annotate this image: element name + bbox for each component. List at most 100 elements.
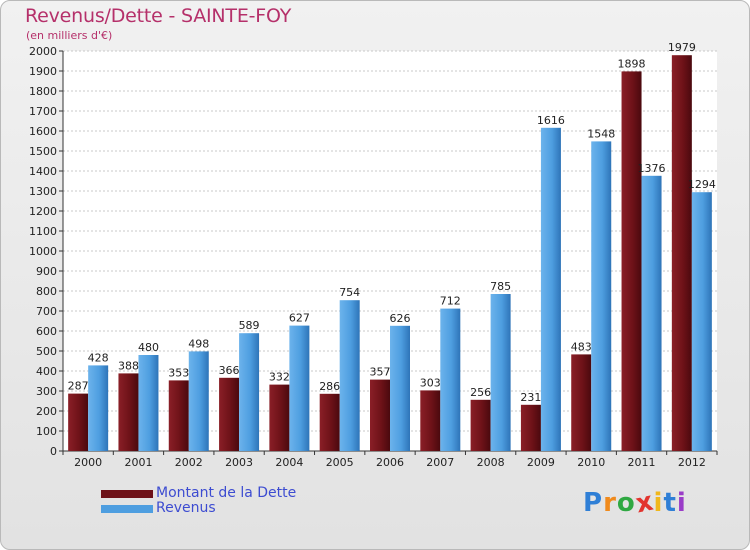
bar-dette: [520, 404, 541, 451]
data-label-revenus: 1294: [688, 178, 716, 191]
y-tick-label: 1300: [29, 185, 57, 198]
bar-revenus: [390, 325, 410, 451]
data-label-revenus: 1548: [587, 127, 615, 140]
proxiti-logo: Proxiti: [583, 486, 687, 519]
data-label-dette: 357: [370, 366, 391, 379]
data-label-dette: 303: [420, 376, 441, 389]
legend-label-revenus: Revenus: [156, 500, 216, 516]
y-tick-label: 1000: [29, 245, 57, 258]
data-label-dette: 483: [571, 340, 592, 353]
y-tick-label: 1500: [29, 145, 57, 158]
y-tick-label: 1800: [29, 85, 57, 98]
y-tick-label: 1700: [29, 105, 57, 118]
bar-dette: [621, 71, 642, 452]
logo-letter: t: [663, 488, 677, 518]
bar-revenus: [691, 192, 712, 451]
bar-dette: [269, 384, 290, 451]
data-label-dette: 231: [520, 391, 541, 404]
data-label-dette: 366: [219, 364, 240, 377]
logo-letter: o: [616, 488, 636, 518]
x-tick-label: 2007: [426, 456, 454, 469]
bar-revenus: [540, 127, 561, 452]
x-tick-label: 2004: [275, 456, 303, 469]
y-tick-label: 1900: [29, 65, 57, 78]
bar-dette: [470, 399, 491, 451]
x-tick-label: 2009: [527, 456, 555, 469]
x-tick-label: 2012: [678, 456, 706, 469]
data-label-revenus: 428: [88, 351, 109, 364]
bar-dette: [118, 373, 139, 451]
data-label-dette: 353: [168, 366, 189, 379]
logo-letter: r: [603, 488, 617, 518]
bar-revenus: [239, 333, 260, 451]
y-tick-label: 1600: [29, 125, 57, 138]
bar-dette: [671, 55, 692, 451]
data-label-dette: 388: [118, 359, 139, 372]
data-label-revenus: 589: [239, 319, 260, 332]
bar-revenus: [490, 294, 511, 451]
bar-revenus: [88, 365, 109, 451]
bar-revenus: [641, 175, 662, 452]
data-label-revenus: 754: [339, 286, 360, 299]
data-label-dette: 1979: [668, 41, 696, 54]
bar-dette: [219, 377, 240, 451]
data-label-revenus: 785: [490, 280, 511, 293]
data-label-revenus: 712: [440, 295, 461, 308]
data-label-revenus: 1376: [638, 162, 666, 175]
chart-subtitle: (en milliers d'€): [26, 29, 113, 42]
y-tick-label: 200: [36, 405, 57, 418]
y-tick-label: 1200: [29, 205, 57, 218]
data-label-dette: 286: [319, 380, 340, 393]
y-tick-label: 500: [36, 345, 57, 358]
logo-letter: i: [653, 488, 664, 518]
y-tick-label: 600: [36, 325, 57, 338]
x-tick-label: 2001: [124, 456, 152, 469]
y-tick-label: 900: [36, 265, 57, 278]
data-label-dette: 287: [68, 380, 89, 393]
y-tick-label: 1400: [29, 165, 57, 178]
y-tick-label: 400: [36, 365, 57, 378]
bar-revenus: [289, 325, 310, 451]
bar-dette: [571, 354, 592, 451]
bar-dette: [68, 393, 89, 451]
y-tick-label: 100: [36, 425, 57, 438]
bar-revenus: [339, 300, 360, 451]
legend-label-dette: Montant de la Dette: [156, 485, 297, 501]
y-tick-label: 0: [50, 445, 57, 458]
data-label-revenus: 480: [138, 341, 159, 354]
logo-letter: i: [676, 488, 687, 518]
data-label-dette: 1898: [618, 57, 646, 70]
chart-title: Revenus/Dette - SAINTE-FOY: [25, 5, 292, 27]
data-label-revenus: 627: [289, 312, 310, 325]
bar-revenus: [440, 308, 461, 451]
x-tick-label: 2011: [628, 456, 656, 469]
x-tick-label: 2002: [175, 456, 203, 469]
y-tick-label: 300: [36, 385, 57, 398]
y-tick-label: 800: [36, 285, 57, 298]
x-tick-label: 2006: [376, 456, 404, 469]
data-label-revenus: 626: [390, 312, 411, 325]
x-tick-label: 2010: [577, 456, 605, 469]
bar-revenus: [188, 351, 209, 451]
x-tick-label: 2008: [477, 456, 505, 469]
bar-dette: [420, 390, 441, 451]
y-tick-label: 2000: [29, 45, 57, 58]
x-tick-label: 2005: [326, 456, 354, 469]
y-tick-label: 700: [36, 305, 57, 318]
data-label-revenus: 498: [188, 337, 209, 350]
logo-letter: P: [583, 488, 604, 518]
legend-swatch-dette: [101, 490, 153, 498]
bar-dette: [319, 393, 340, 451]
legend-swatch-revenus: [101, 505, 153, 513]
bar-dette: [370, 379, 390, 451]
bar-revenus: [138, 355, 159, 451]
data-label-dette: 332: [269, 371, 290, 384]
x-tick-label: 2000: [74, 456, 102, 469]
x-tick-label: 2003: [225, 456, 253, 469]
bar-revenus: [591, 141, 612, 451]
data-label-revenus: 1616: [537, 114, 565, 127]
bar-dette: [168, 380, 189, 451]
y-tick-label: 1100: [29, 225, 57, 238]
